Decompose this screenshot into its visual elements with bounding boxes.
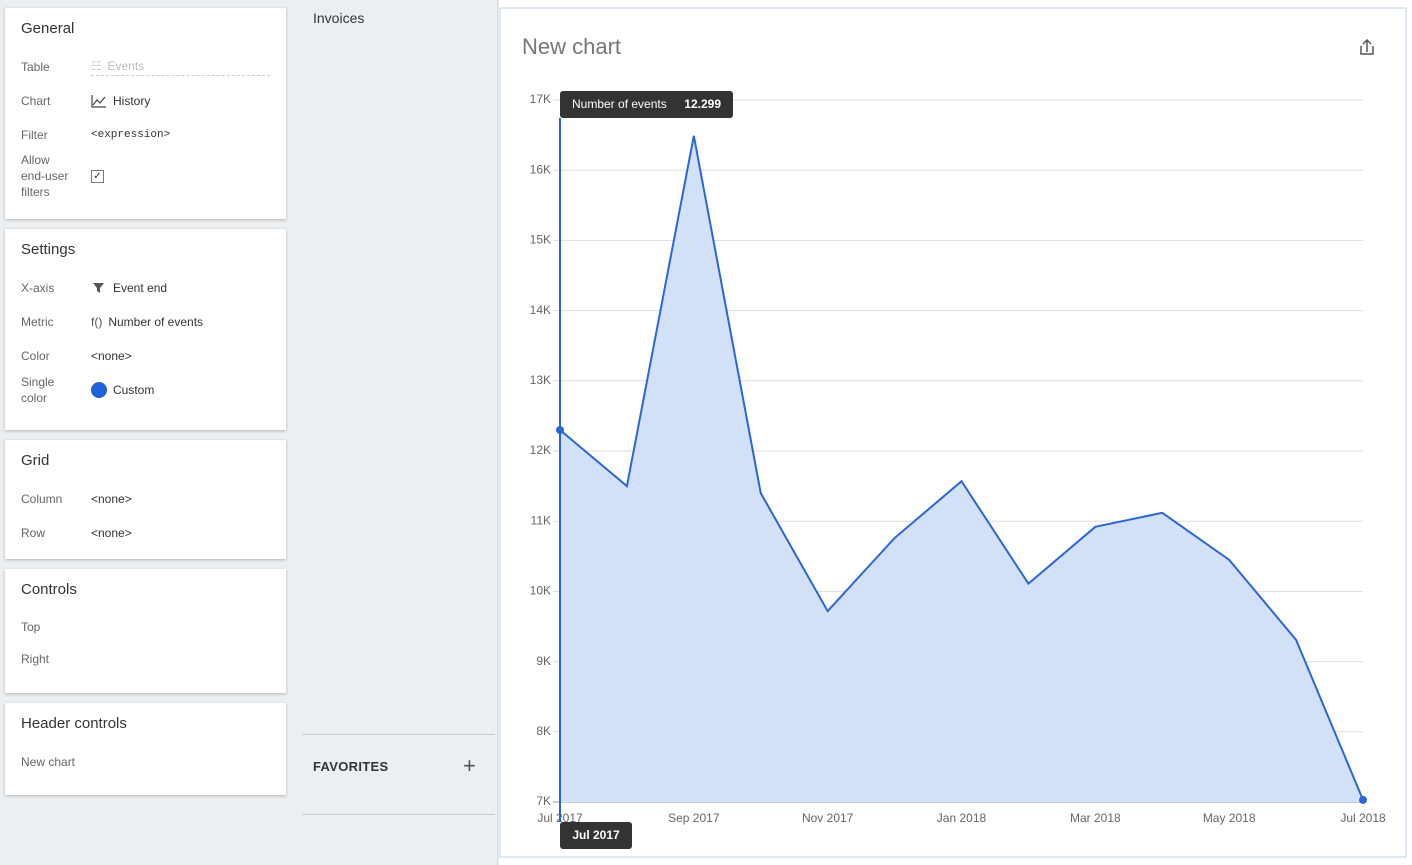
value-text: Events <box>107 58 145 73</box>
x-tick-label: Mar 2018 <box>1070 811 1121 825</box>
settings-card: General Table ☷ Events Chart History Filter <ex… <box>5 8 286 219</box>
nav-item[interactable]: Invoices <box>313 10 365 26</box>
x-tick-label: Sep 2017 <box>668 811 720 825</box>
setting-label: Row <box>21 526 46 540</box>
setting-value[interactable]: <none> <box>91 526 132 540</box>
point <box>1359 795 1367 804</box>
setting-label: Chart <box>21 94 51 108</box>
x-tooltip-box <box>560 822 632 849</box>
setting-label: Table <box>21 60 50 74</box>
metric-icon: f() <box>91 315 103 329</box>
settings-card: Header controls New chart <box>5 703 286 795</box>
card-title: Controls <box>21 581 77 598</box>
setting-label: New chart <box>21 755 76 769</box>
setting-row: Color <none> <box>21 339 270 373</box>
value-text: History <box>113 94 151 108</box>
setting-row: New chart <box>21 745 270 779</box>
x-tick-label: Nov 2017 <box>802 811 854 825</box>
filter-icon <box>93 283 104 293</box>
checkbox[interactable]: ✓ <box>91 169 104 183</box>
setting-row: Filter <expression> <box>21 118 270 152</box>
separator <box>302 734 495 735</box>
x-tick-label: Jul 2018 <box>1340 811 1386 825</box>
y-tick-label: 17K <box>530 92 551 106</box>
setting-value[interactable]: History <box>91 94 150 108</box>
favorites-header: FAVORITES <box>313 759 389 774</box>
value-text: <none> <box>91 349 132 363</box>
setting-row: Column <none> <box>21 482 270 516</box>
setting-label: Filter <box>21 128 48 142</box>
line <box>559 135 1364 801</box>
setting-value[interactable]: ☷ Events <box>90 58 270 76</box>
chart: New chart 7K 8K 9K 10K 11K 12K 13K 14K 15K 16K 17K… <box>497 0 1407 865</box>
setting-label: Column <box>21 492 63 506</box>
setting-row: Top <box>21 611 270 643</box>
y-tick-label: 13K <box>530 373 551 387</box>
setting-row: Right <box>21 643 270 675</box>
setting-label: Color <box>21 349 50 363</box>
setting-value[interactable]: <expression> <box>91 129 170 141</box>
setting-value[interactable]: <none> <box>91 349 132 363</box>
y-tick-label: 15K <box>530 233 551 247</box>
value-text: <expression> <box>91 129 171 141</box>
y-tick-label: 8K <box>536 724 551 738</box>
setting-value[interactable]: f() Number of events <box>91 315 203 329</box>
setting-value[interactable]: Custom <box>91 382 154 398</box>
y-tick-label: 14K <box>530 303 551 317</box>
separator <box>302 814 495 815</box>
chart-icon <box>91 95 106 108</box>
y-tick-label: 11K <box>531 513 551 527</box>
setting-label: X-axis <box>21 281 55 295</box>
value-text: Number of events <box>108 315 204 329</box>
area <box>560 135 1363 802</box>
x-tooltip-label: Jul 2017 <box>572 828 620 842</box>
setting-label: Allow end-user filters <box>21 153 69 199</box>
setting-label: Metric <box>21 315 54 329</box>
settings-card: Settings X-axis Event end Metric f() Number o… <box>5 229 286 430</box>
value-text: Event end <box>113 281 168 295</box>
settings-card: Controls Top Right <box>5 569 286 693</box>
setting-row: Row <none> <box>21 516 270 550</box>
setting-row: Single color Custom <box>21 373 270 407</box>
setting-label: Right <box>21 652 50 666</box>
y-tick-label: 12K <box>530 443 551 457</box>
chart-title: New chart <box>522 34 621 59</box>
card-title: General <box>21 20 75 37</box>
setting-label: Single color <box>21 375 55 405</box>
add-favorite-button[interactable]: + <box>463 753 476 778</box>
x-tick-label: May 2018 <box>1203 811 1256 825</box>
value-text: Custom <box>113 383 155 397</box>
setting-value[interactable]: <none> <box>91 492 132 506</box>
setting-row: Table ☷ Events <box>21 50 270 84</box>
setting-value[interactable]: ✓ <box>91 169 104 183</box>
chart-card: New chart 7K 8K 9K 10K 11K 12K 13K 14K 15K 16K 17K… <box>497 0 1412 865</box>
setting-label: Top <box>21 620 41 634</box>
table-icon: ☷ <box>90 58 102 73</box>
y-tick-label: 10K <box>530 584 551 598</box>
tooltip-box <box>560 91 733 118</box>
settings-card: Grid Column <none> Row <none> <box>5 440 286 559</box>
tooltip-value: 12.299 <box>684 97 721 111</box>
share-button[interactable] <box>1360 38 1374 55</box>
y-tick-label: 16K <box>530 162 551 176</box>
card-title: Header controls <box>21 715 127 732</box>
x-tick-label: Jan 2018 <box>937 811 987 825</box>
setting-row: Metric f() Number of events <box>21 305 270 339</box>
y-tick-label: 9K <box>536 654 551 668</box>
color-swatch[interactable] <box>91 382 107 398</box>
value-text: <none> <box>91 526 132 540</box>
setting-row: X-axis Event end <box>21 271 270 305</box>
card-title: Settings <box>21 241 76 258</box>
value-text: <none> <box>91 492 132 506</box>
tooltip-series: Number of events <box>572 97 667 111</box>
setting-value[interactable]: Event end <box>91 281 167 295</box>
card-title: Grid <box>21 452 50 469</box>
y-tick-label: 7K <box>536 794 551 808</box>
setting-row: Allow end-user filters ✓ <box>21 152 270 200</box>
setting-row: Chart History <box>21 84 270 118</box>
